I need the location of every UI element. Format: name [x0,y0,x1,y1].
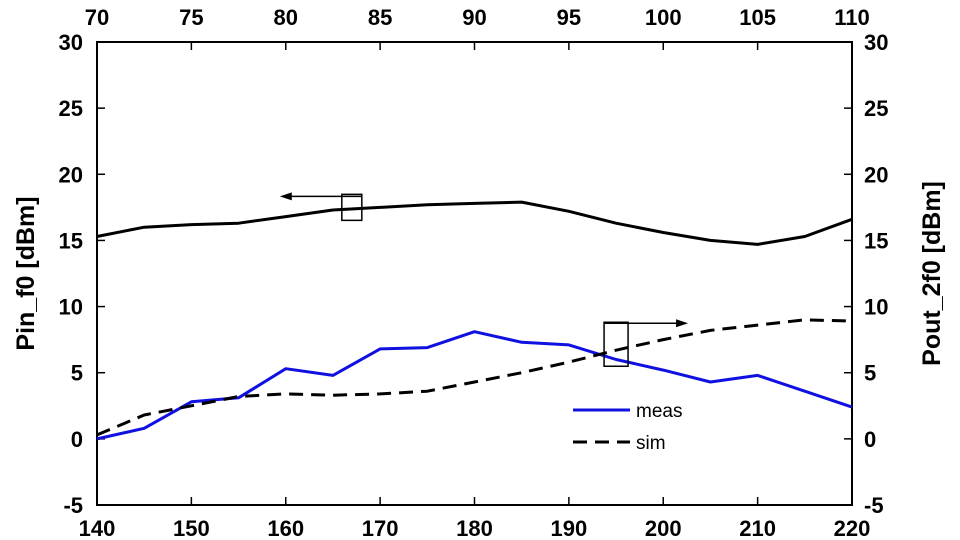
indicator-arrowhead-left [279,192,292,201]
y-tick-label-left-20: 20 [59,162,83,187]
y-tick-label-left-30: 30 [59,30,83,55]
y-tick-label-left--5: -5 [63,493,83,518]
x-tick-label-top-80: 80 [274,5,298,30]
x-tick-label-bottom-220: 220 [834,516,871,540]
x-tick-label-bottom-170: 170 [362,516,399,540]
series-lines [96,200,853,441]
ticks [96,41,853,506]
series-line-meas [96,330,853,441]
axis-indicator-left [279,192,363,222]
legend-label-sim: sim [636,433,666,454]
plot-frame [96,41,853,506]
x-tick-label-bottom-140: 140 [79,516,116,540]
y-tick-label-right-10: 10 [864,295,888,320]
y-tick-label-left-10: 10 [59,295,83,320]
legend: meas sim [573,401,682,454]
indicator-arrowhead-right [676,319,689,328]
y-tick-label-right-5: 5 [864,361,876,386]
x-tick-label-bottom-200: 200 [645,516,682,540]
y-tick-label-right-20: 20 [864,162,888,187]
indicator-box-left [341,193,363,222]
x-tick-label-top-110: 110 [834,5,870,30]
x-tick-label-top-90: 90 [462,5,486,30]
x-tick-label-bottom-190: 190 [551,516,588,540]
x-tick-label-bottom-150: 150 [173,516,210,540]
y-tick-label-left-15: 15 [59,228,83,253]
y-tick-label-left-5: 5 [71,361,83,386]
y-tick-label-right-30: 30 [864,30,888,55]
x-tick-label-bottom-160: 160 [267,516,304,540]
series-line-curve-0 [96,200,853,246]
y-tick-label-right-25: 25 [864,96,888,121]
axis-indicators [279,192,689,368]
y-tick-label-right-15: 15 [864,228,888,253]
series-line-sim [96,318,853,437]
y-axis-title-left: Pin_f0 [dBm] [12,196,40,350]
x-tick-label-bottom-210: 210 [739,516,776,540]
x-tick-label-top-100: 100 [645,5,682,30]
plot-border [96,41,853,506]
y-tick-label-left-25: 25 [59,96,83,121]
x-tick-label-top-95: 95 [557,5,581,30]
legend-label-meas: meas [636,401,682,422]
axis-indicator-right [603,319,689,368]
x-tick-label-top-85: 85 [368,5,392,30]
x-tick-label-top-105: 105 [739,5,776,30]
y-tick-label-right-0: 0 [864,427,876,452]
x-tick-label-top-70: 70 [85,5,109,30]
y-tick-label-left-0: 0 [71,427,83,452]
y-axis-title-right: Pout_2f0 [dBm] [918,181,946,366]
indicator-box-right [603,321,629,368]
y-tick-label-right--5: -5 [864,493,884,518]
x-tick-label-top-75: 75 [179,5,203,30]
x-tick-label-bottom-180: 180 [456,516,493,540]
